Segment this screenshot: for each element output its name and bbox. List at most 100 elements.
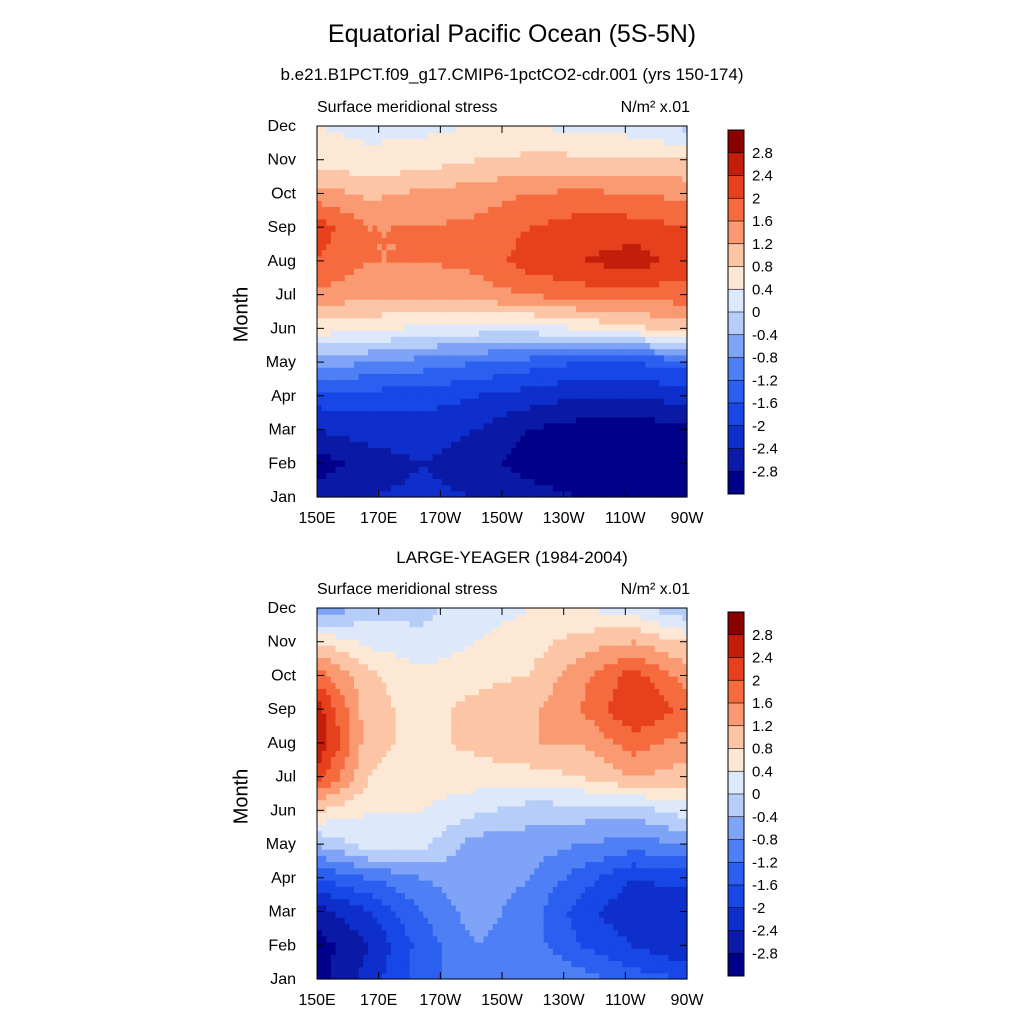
contour-cell xyxy=(585,466,591,473)
contour-cell xyxy=(478,472,485,480)
contour-cell xyxy=(455,299,461,306)
contour-cell xyxy=(529,224,535,232)
contour-cell xyxy=(354,391,360,399)
contour-cell xyxy=(566,169,572,177)
contour-cell xyxy=(474,200,480,207)
contour-cell xyxy=(636,398,642,405)
contour-cell xyxy=(548,422,554,430)
contour-cell xyxy=(418,299,424,306)
contour-cell xyxy=(400,466,406,473)
contour-cell xyxy=(589,218,596,226)
contour-cell xyxy=(469,490,475,498)
contour-cell xyxy=(520,231,526,238)
contour-cell xyxy=(603,262,609,269)
contour-cell xyxy=(326,150,332,158)
contour-cell xyxy=(585,416,591,424)
panel2-variable-label: Surface meridional stress xyxy=(317,581,498,598)
contour-cell xyxy=(626,336,633,344)
contour-cell xyxy=(349,255,355,263)
contour-cell xyxy=(502,262,508,269)
contour-cell xyxy=(423,422,429,430)
contour-cell xyxy=(409,181,415,189)
contour-cell xyxy=(552,416,559,424)
contour-cell xyxy=(451,249,457,257)
contour-cell xyxy=(520,422,526,430)
contour-cell xyxy=(552,484,559,492)
contour-cell xyxy=(576,484,582,492)
contour-cell xyxy=(585,231,591,238)
contour-cell xyxy=(409,311,415,319)
contour-cell xyxy=(455,330,461,337)
contour-cell xyxy=(423,262,429,269)
contour-cell xyxy=(478,132,485,139)
contour-cell xyxy=(682,379,688,387)
contour-cell xyxy=(330,274,337,282)
contour-cell xyxy=(330,262,337,269)
contour-cell xyxy=(594,280,600,288)
contour-cell xyxy=(608,187,614,195)
contour-cell xyxy=(335,292,341,300)
contour-cell xyxy=(534,169,540,177)
contour-cell xyxy=(344,169,350,177)
contour-cell xyxy=(534,175,540,183)
contour-cell xyxy=(414,138,420,146)
contour-cell xyxy=(423,132,429,139)
contour-cell xyxy=(645,484,651,492)
contour-cell xyxy=(576,428,582,436)
contour-cell xyxy=(603,330,609,337)
contour-cell xyxy=(321,385,327,393)
contour-cell xyxy=(548,268,554,275)
contour-cell xyxy=(515,218,522,226)
contour-cell xyxy=(617,243,623,251)
contour-cell xyxy=(372,144,378,152)
contour-cell xyxy=(432,404,438,412)
contour-cell xyxy=(529,150,535,158)
contour-cell xyxy=(571,280,577,288)
contour-cell xyxy=(622,435,628,442)
contour-cell xyxy=(340,268,346,275)
contour-cell xyxy=(465,292,471,300)
contour-cell xyxy=(585,336,591,344)
contour-cell xyxy=(432,231,438,238)
contour-cell xyxy=(659,206,665,214)
contour-cell xyxy=(650,422,656,430)
contour-cell xyxy=(377,484,383,492)
contour-cell xyxy=(488,367,494,374)
contour-cell xyxy=(367,292,374,300)
contour-cell xyxy=(441,299,448,306)
contour-cell xyxy=(636,330,642,337)
contour-cell xyxy=(525,187,531,195)
contour-cell xyxy=(668,453,674,461)
contour-cell xyxy=(576,404,582,412)
contour-cell xyxy=(557,280,563,288)
contour-cell xyxy=(358,218,364,226)
contour-cell xyxy=(428,447,434,455)
contour-cell xyxy=(603,379,609,387)
contour-cell xyxy=(677,237,683,245)
contour-cell xyxy=(650,435,656,442)
contour-cell xyxy=(663,286,670,294)
contour-cell xyxy=(469,447,475,455)
contour-cell xyxy=(566,255,572,263)
contour-cell xyxy=(594,348,600,356)
contour-cell xyxy=(502,231,508,238)
contour-cell xyxy=(363,206,369,214)
contour-cell xyxy=(363,138,369,146)
contour-cell xyxy=(409,249,415,257)
contour-cell xyxy=(465,218,471,226)
contour-cell xyxy=(460,459,466,467)
contour-cell xyxy=(404,391,411,399)
contour-cell xyxy=(589,410,596,418)
contour-cell xyxy=(502,441,508,449)
contour-cell xyxy=(534,126,540,133)
contour-cell xyxy=(636,163,642,170)
contour-cell xyxy=(469,428,475,436)
contour-cell xyxy=(391,441,397,449)
contour-cell xyxy=(441,342,448,350)
contour-cell xyxy=(659,299,665,306)
contour-cell xyxy=(673,243,679,251)
contour-cell xyxy=(488,175,494,183)
contour-cell xyxy=(603,367,609,374)
contour-cell xyxy=(451,255,457,263)
contour-cell xyxy=(589,237,596,245)
